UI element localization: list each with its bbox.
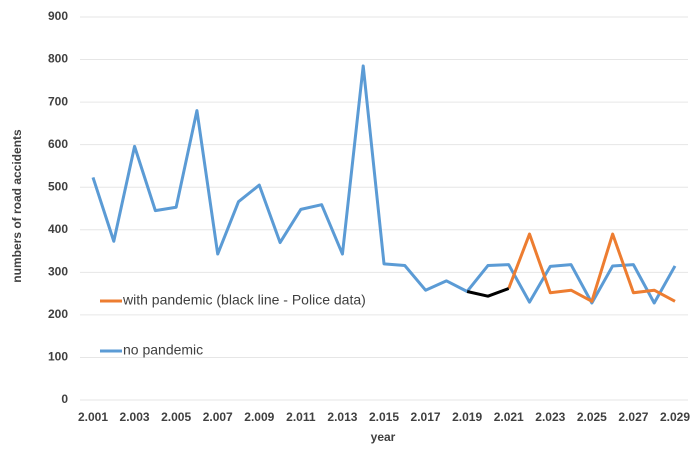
- y-tick-label: 0: [61, 392, 68, 406]
- y-tick-label: 300: [48, 265, 68, 279]
- x-tick-label: 2.023: [535, 410, 565, 424]
- y-tick-label: 700: [48, 94, 68, 108]
- x-tick-label: 2.027: [618, 410, 648, 424]
- y-tick-label: 600: [48, 137, 68, 151]
- x-tick-label: 2.011: [286, 410, 316, 424]
- x-axis-label: year: [371, 430, 396, 444]
- y-tick-label: 500: [48, 179, 68, 193]
- y-tick-label: 100: [48, 350, 68, 364]
- x-tick-label: 2.005: [161, 410, 191, 424]
- x-tick-label: 2.015: [369, 410, 399, 424]
- x-tick-label: 2.029: [660, 410, 690, 424]
- x-tick-label: 2.019: [452, 410, 482, 424]
- data-line: [91, 64, 677, 305]
- legend-label: with pandemic (black line - Police data): [122, 292, 366, 308]
- x-tick-label: 2.017: [411, 410, 441, 424]
- x-tick-label: 2.001: [78, 410, 108, 424]
- legend-label: no pandemic: [123, 342, 203, 358]
- data-line: [466, 287, 510, 298]
- y-tick-label: 800: [48, 52, 68, 66]
- data-line: [507, 232, 676, 303]
- x-tick-label: 2.009: [244, 410, 274, 424]
- y-axis-label: numbers of road accidents: [10, 129, 24, 283]
- x-tick-label: 2.021: [494, 410, 524, 424]
- y-tick-label: 200: [48, 307, 68, 321]
- y-tick-label: 400: [48, 222, 68, 236]
- x-tick-label: 2.003: [120, 410, 150, 424]
- x-tick-label: 2.025: [577, 410, 607, 424]
- x-tick-label: 2.013: [327, 410, 357, 424]
- x-tick-label: 2.007: [203, 410, 233, 424]
- y-tick-label: 900: [48, 9, 68, 23]
